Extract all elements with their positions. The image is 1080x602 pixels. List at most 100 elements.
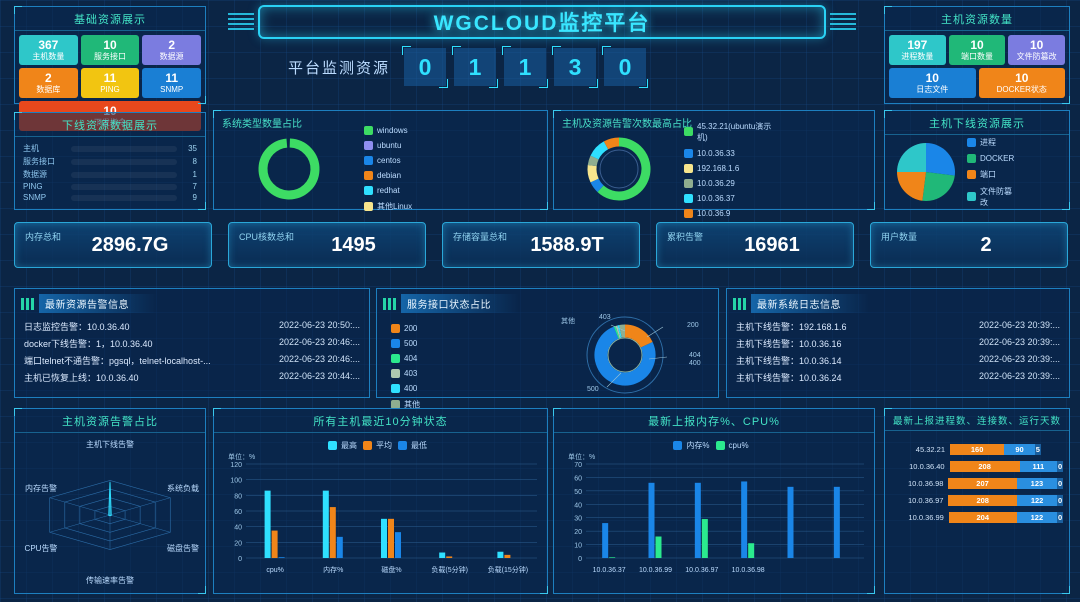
bars-icon: [383, 297, 396, 310]
legend-label: redhat: [377, 186, 400, 195]
resource-tile-1[interactable]: 10 服务接口: [80, 35, 140, 65]
legend-item[interactable]: DOCKER: [967, 153, 1015, 163]
legend-item[interactable]: 200: [391, 324, 458, 333]
resource-tile-2[interactable]: 2 数据源: [142, 35, 202, 65]
legend-swatch: [967, 192, 976, 201]
chart-title-radar: 主机资源告警占比: [15, 409, 205, 433]
chart-title-mem-cpu: 最新上报内存%、CPU%: [554, 409, 874, 433]
svg-text:系统负载: 系统负载: [167, 483, 199, 493]
legend-item[interactable]: redhat: [364, 186, 448, 195]
legend-label: 500: [404, 339, 418, 348]
list-item-time: 2022-06-23 20:39:...: [978, 320, 1060, 330]
list-item-text: 主机下线告警：10.0.36.16: [736, 339, 842, 349]
list-item[interactable]: 端口telnet不通告警：pgsql，telnet-localhost-... 2…: [15, 352, 369, 369]
latest-syslog-header: 最新系统日志信息: [727, 289, 1069, 315]
legend-label: 400: [404, 384, 418, 393]
kpi-value-4: 2: [980, 233, 992, 256]
legend-item[interactable]: cpu%: [715, 440, 749, 451]
legend-label: 403: [404, 369, 418, 378]
stacked-bar-row: 10.0.36.99 204 122 0: [885, 509, 1069, 526]
offline-bar-track: [71, 183, 177, 190]
legend-item[interactable]: 403: [391, 369, 458, 378]
legend-item[interactable]: 404: [391, 354, 458, 363]
svg-text:0: 0: [238, 556, 242, 563]
legend-item[interactable]: 400: [391, 384, 458, 393]
os-type-donut: [214, 133, 364, 205]
legend-swatch: [673, 441, 683, 450]
panel-title-service-status: 服务接口状态占比: [401, 294, 519, 313]
svg-text:50: 50: [574, 489, 582, 496]
resource-tile-3[interactable]: 2 数据库: [19, 68, 78, 98]
list-item[interactable]: 主机已恢复上线：10.0.36.40 2022-06-23 20:44:...: [15, 369, 369, 386]
legend-item[interactable]: 192.168.1.6: [684, 163, 776, 173]
proc-conn-rows: 45.32.21 160 90 5 10.0.36.40 208 111 0 10.0.36.9…: [885, 431, 1069, 526]
legend-item[interactable]: 进程: [967, 137, 1015, 148]
radar-chart: 主机下线告警 系统负载 磁盘告警 传输速率告警 CPU告警 内存告警: [15, 433, 205, 593]
panel-offline-resources: 下线资源数据展示 主机 35 服务接口 8 数据源 1 PING 7 SNMP 9: [14, 112, 206, 210]
resource-tile-1[interactable]: 10 端口数量: [948, 35, 1006, 65]
stacked-bar-label: 10.0.36.97: [907, 496, 944, 505]
list-item[interactable]: 主机下线告警：10.0.36.16 2022-06-23 20:39:...: [727, 335, 1069, 352]
resource-tile-3[interactable]: 10 日志文件: [889, 68, 976, 98]
service-status-legend: 200 500 404 403 400 其他: [377, 315, 537, 409]
offline-bar-track: [71, 171, 177, 178]
offline-bar-row: PING 7: [15, 181, 205, 192]
legend-item[interactable]: 10.0.36.9: [684, 208, 776, 218]
kpi-value-2: 1588.9T: [530, 233, 604, 256]
latest-alarms-header: 最新资源告警信息: [15, 289, 369, 315]
legend-item[interactable]: ubuntu: [364, 141, 448, 150]
svg-text:120: 120: [230, 462, 242, 469]
list-item[interactable]: 日志监控告警：10.0.36.40 2022-06-23 20:50:...: [15, 318, 369, 335]
legend-item[interactable]: 文件防篡改: [967, 186, 1015, 208]
tile-value: 2: [44, 71, 52, 86]
resource-tile-0[interactable]: 367 主机数量: [19, 35, 78, 65]
tile-caption: 日志文件: [916, 84, 949, 94]
legend-item[interactable]: 10.0.36.29: [684, 178, 776, 188]
svg-text:20: 20: [234, 540, 242, 547]
legend-item[interactable]: 平均: [363, 440, 392, 451]
legend-item[interactable]: 最低: [398, 440, 427, 451]
legend-item[interactable]: 500: [391, 339, 458, 348]
legend-item[interactable]: 其他Linux: [364, 201, 448, 212]
list-item-text: 日志监控告警：10.0.36.40: [24, 322, 130, 332]
all-hosts-legend: 最高 平均 最低: [214, 433, 547, 454]
list-item-text: docker下线告警：1，10.0.36.40: [24, 339, 153, 349]
legend-item[interactable]: 10.0.36.37: [684, 193, 776, 203]
list-item[interactable]: docker下线告警：1，10.0.36.40 2022-06-23 20:46:…: [15, 335, 369, 352]
legend-label: cpu%: [728, 441, 749, 450]
resource-tile-2[interactable]: 10 文件防篡改: [1008, 35, 1066, 65]
resource-tile-0[interactable]: 197 进程数量: [889, 35, 946, 65]
kpi-card-2: 存储容量总和 1588.9T: [442, 222, 640, 268]
resource-tile-5[interactable]: 11 SNMP: [142, 68, 202, 98]
legend-swatch: [684, 178, 693, 188]
offline-bar-label: SNMP: [23, 193, 47, 202]
tile-caption: 进程数量: [901, 51, 934, 61]
svg-text:内存告警: 内存告警: [25, 483, 57, 493]
all-hosts-chart: 单位：% 0 20 40 60 80 100 120 cpu% 内存% 磁盘% 负载(5分钟) 负载(…: [214, 454, 547, 587]
legend-item[interactable]: debian: [364, 171, 448, 180]
legend-item[interactable]: 端口: [967, 169, 1015, 180]
panel-latest-alarms: 最新资源告警信息 日志监控告警：10.0.36.40 2022-06-23 20:…: [14, 288, 370, 398]
panel-title-offline-resources: 下线资源数据展示: [15, 113, 205, 137]
tile-value: 11: [103, 71, 117, 86]
legend-item[interactable]: 45.32.21(ubuntu演示机): [684, 121, 776, 143]
legend-item[interactable]: 其他: [391, 399, 458, 410]
legend-item[interactable]: 最高: [328, 440, 357, 451]
legend-item[interactable]: 10.0.36.33: [684, 148, 776, 158]
svg-text:CPU告警: CPU告警: [25, 543, 58, 553]
resource-tile-4[interactable]: 10 DOCKER状态: [978, 68, 1065, 98]
legend-swatch: [684, 208, 693, 218]
list-item-time: 2022-06-23 20:39:...: [978, 337, 1060, 347]
list-item[interactable]: 主机下线告警：10.0.36.14 2022-06-23 20:39:...: [727, 352, 1069, 369]
legend-item[interactable]: windows: [364, 126, 448, 135]
svg-text:403: 403: [599, 314, 611, 321]
legend-item[interactable]: centos: [364, 156, 448, 165]
host-offline-pie: [885, 141, 967, 203]
stacked-bar-row: 10.0.36.98 207 123 0: [885, 475, 1069, 492]
list-item[interactable]: 主机下线告警：192.168.1.6 2022-06-23 20:39:...: [727, 318, 1069, 335]
resource-tile-4[interactable]: 11 PING: [80, 68, 140, 98]
legend-label: centos: [377, 156, 401, 165]
legend-swatch: [391, 339, 400, 348]
list-item[interactable]: 主机下线告警：10.0.36.24 2022-06-23 20:39:...: [727, 369, 1069, 386]
legend-item[interactable]: 内存%: [673, 440, 710, 451]
